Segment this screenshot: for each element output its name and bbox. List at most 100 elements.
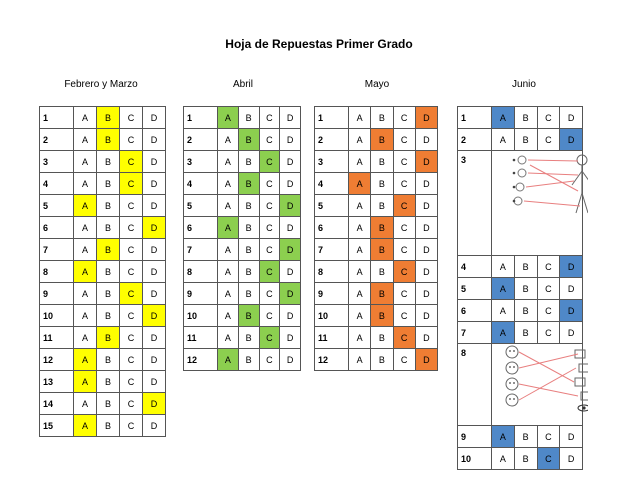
- option-d: D: [142, 282, 166, 305]
- option-a: A: [347, 260, 372, 283]
- option-a: A: [73, 326, 97, 349]
- option-d: D: [559, 425, 583, 448]
- option-c: C: [258, 216, 281, 239]
- option-d: D: [559, 277, 583, 300]
- option-b: B: [513, 299, 538, 322]
- option-c: C: [119, 392, 143, 415]
- month-header-junio: Junio: [512, 79, 536, 90]
- answer-c-highlight: C: [392, 326, 416, 349]
- option-a: A: [491, 447, 515, 470]
- option-d: D: [279, 216, 301, 239]
- option-c: C: [258, 128, 281, 151]
- answer-c-highlight: C: [392, 194, 416, 217]
- option-d: D: [142, 238, 166, 261]
- option-d: D: [142, 128, 166, 151]
- option-b: B: [237, 194, 260, 217]
- answer-row-14: 14 A B C D: [39, 392, 166, 415]
- option-d: D: [279, 348, 301, 371]
- answer-c-highlight: C: [119, 282, 143, 305]
- question-number: 1: [39, 106, 74, 129]
- answer-row-10: 10 A B C D: [183, 304, 301, 327]
- question-number: 2: [457, 128, 492, 151]
- answer-a-highlight: A: [73, 370, 97, 393]
- option-c: C: [258, 172, 281, 195]
- answer-c-highlight: C: [258, 326, 281, 349]
- option-d: D: [142, 370, 166, 393]
- question-number: 13: [39, 370, 74, 393]
- question-number: 2: [39, 128, 74, 151]
- option-c: C: [536, 321, 561, 344]
- answer-a-highlight: A: [491, 277, 515, 300]
- answer-row-12: 12 A B C D: [183, 348, 301, 371]
- option-b: B: [513, 321, 538, 344]
- answer-b-highlight: B: [237, 304, 260, 327]
- option-a: A: [217, 194, 239, 217]
- option-c: C: [258, 194, 281, 217]
- option-c: C: [536, 128, 561, 151]
- answer-row-3: 3: [457, 150, 588, 256]
- option-b: B: [96, 260, 120, 283]
- answer-row-10: 10 A B C D: [39, 304, 166, 327]
- option-b: B: [513, 447, 538, 470]
- option-a: A: [347, 150, 372, 173]
- answer-row-11: 11 A B C D: [314, 326, 439, 349]
- option-b: B: [237, 326, 260, 349]
- answer-d-highlight: D: [279, 282, 301, 305]
- option-a: A: [347, 106, 372, 129]
- option-d: D: [279, 150, 301, 173]
- answer-row-11: 11 A B C D: [183, 326, 301, 349]
- option-d: D: [142, 150, 166, 173]
- option-b: B: [370, 348, 394, 371]
- option-d: D: [414, 128, 439, 151]
- question-number: 10: [39, 304, 74, 327]
- question-number: 6: [39, 216, 74, 239]
- answer-a-highlight: A: [491, 106, 515, 129]
- option-c: C: [392, 238, 416, 261]
- question-number: 1: [314, 106, 349, 129]
- option-b: B: [513, 128, 538, 151]
- option-b: B: [96, 392, 120, 415]
- question-number: 2: [183, 128, 218, 151]
- matching-picture: [491, 343, 588, 426]
- option-b: B: [370, 106, 394, 129]
- answer-b-highlight: B: [96, 238, 120, 261]
- option-d: D: [559, 447, 583, 470]
- answer-b-highlight: B: [96, 326, 120, 349]
- option-c: C: [258, 106, 281, 129]
- option-d: D: [414, 238, 439, 261]
- answer-b-highlight: B: [237, 128, 260, 151]
- answer-row-10: 10 A B C D: [314, 304, 439, 327]
- answer-b-highlight: B: [370, 304, 394, 327]
- option-c: C: [119, 106, 143, 129]
- answer-row-11: 11 A B C D: [39, 326, 166, 349]
- option-b: B: [237, 216, 260, 239]
- option-c: C: [258, 282, 281, 305]
- question-number: 3: [183, 150, 218, 173]
- question-number: 9: [457, 425, 492, 448]
- option-a: A: [217, 150, 239, 173]
- option-c: C: [392, 128, 416, 151]
- question-number: 8: [39, 260, 74, 283]
- option-a: A: [73, 106, 97, 129]
- option-a: A: [73, 238, 97, 261]
- matching-picture: [491, 150, 588, 256]
- option-b: B: [96, 414, 120, 437]
- option-c: C: [536, 255, 561, 278]
- question-number: 9: [314, 282, 349, 305]
- question-number: 12: [39, 348, 74, 371]
- question-number: 3: [314, 150, 349, 173]
- question-number: 7: [314, 238, 349, 261]
- answer-b-highlight: B: [96, 106, 120, 129]
- question-number: 7: [183, 238, 218, 261]
